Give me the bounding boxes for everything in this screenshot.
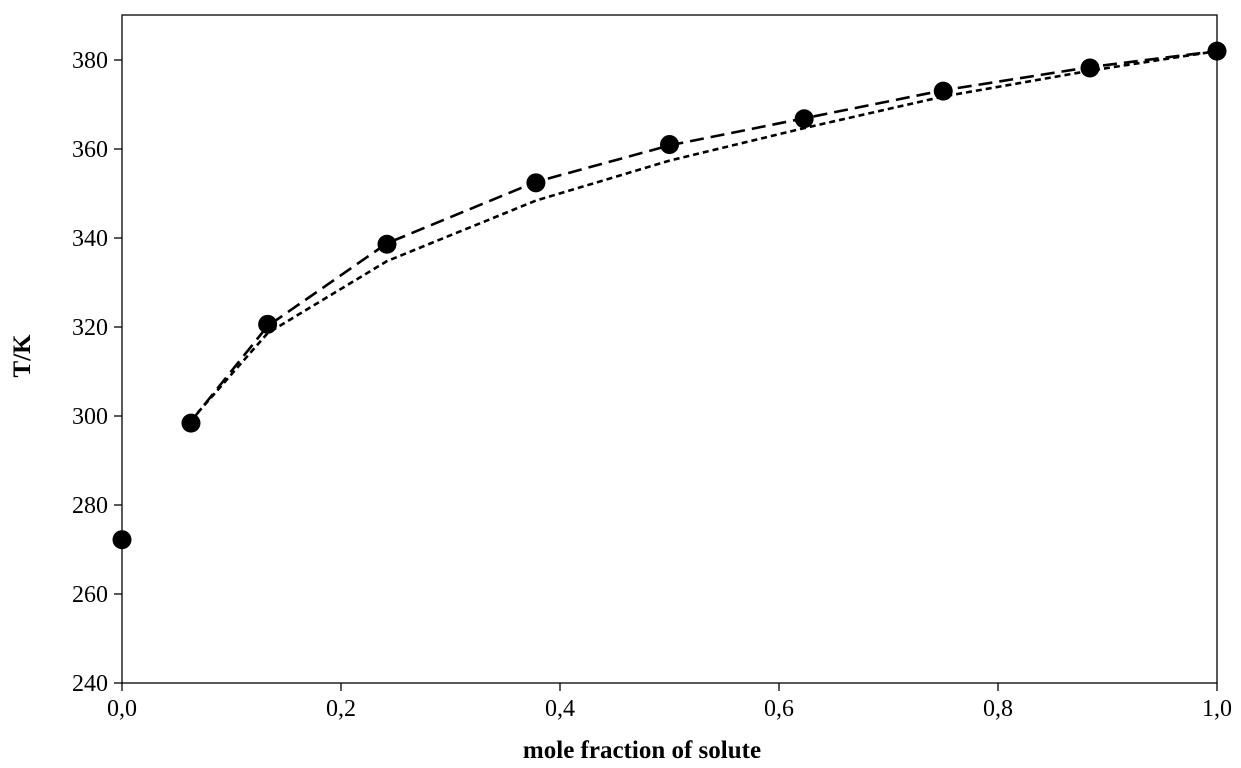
series-layer	[112, 41, 1227, 550]
y-axis-title: T/K	[9, 334, 36, 378]
x-axis-ticks: 0,0 0,2 0,4 0,6 0,8 1,0	[107, 683, 1232, 722]
y-tick-label: 380	[72, 48, 108, 74]
data-point	[933, 81, 953, 101]
x-tick-label: 0,2	[326, 696, 356, 722]
x-tick-label: 0,0	[107, 696, 137, 722]
data-point	[1080, 58, 1100, 78]
y-tick-label: 360	[72, 137, 108, 163]
plot-frame	[121, 14, 1218, 684]
y-tick-label: 280	[72, 493, 108, 519]
y-tick-label: 320	[72, 315, 108, 341]
data-point	[112, 530, 132, 550]
data-point	[377, 234, 397, 254]
data-point	[794, 109, 814, 129]
y-tick-label: 240	[72, 671, 108, 697]
data-point	[526, 173, 546, 193]
y-tick-label: 260	[72, 582, 108, 608]
x-axis-title: mole fraction of solute	[523, 737, 761, 764]
short-dash-curve	[190, 49, 1218, 422]
x-tick-label: 1,0	[1202, 696, 1232, 722]
data-point	[181, 413, 201, 433]
plot-area-border	[121, 14, 1218, 684]
x-tick-label: 0,4	[545, 696, 575, 722]
y-tick-label: 340	[72, 226, 108, 252]
data-point	[258, 314, 278, 334]
long-dash-curve	[189, 49, 1218, 423]
data-point	[660, 135, 679, 155]
x-tick-label: 0,6	[764, 696, 794, 722]
y-tick-label: 300	[72, 404, 108, 430]
x-tick-label: 0,8	[983, 696, 1013, 722]
data-point	[1207, 41, 1227, 61]
y-axis-ticks: 240 260 280 300 320 340 360 380	[72, 48, 122, 697]
